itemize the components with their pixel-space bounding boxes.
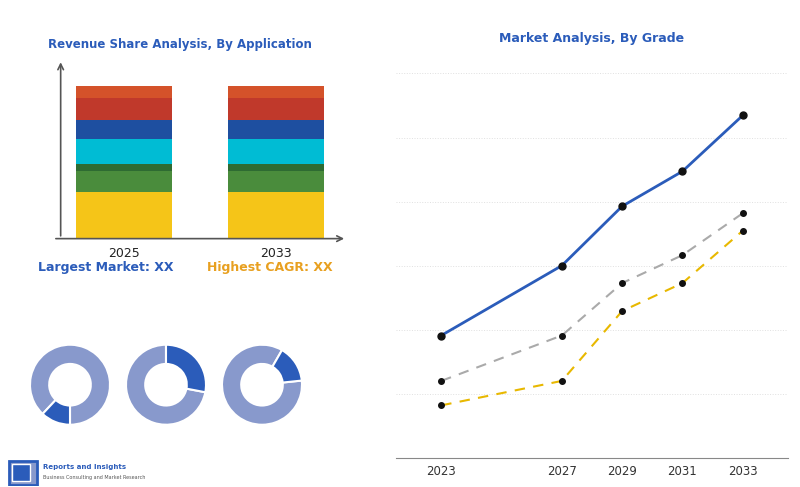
Text: GLOBAL CARBONYL NICKEL POWDER MARKET SEGMENT ANALYSIS: GLOBAL CARBONYL NICKEL POWDER MARKET SEG… xyxy=(14,16,531,30)
Bar xyxy=(76,164,172,171)
Bar xyxy=(228,120,324,139)
Wedge shape xyxy=(222,345,302,425)
FancyBboxPatch shape xyxy=(13,464,30,481)
Bar xyxy=(228,86,324,98)
Wedge shape xyxy=(166,345,206,392)
Text: Business Consulting and Market Research: Business Consulting and Market Research xyxy=(43,475,146,481)
Bar xyxy=(76,171,172,192)
Wedge shape xyxy=(126,345,206,425)
Bar xyxy=(76,139,172,164)
Text: Largest Market: XX: Largest Market: XX xyxy=(38,262,174,274)
Bar xyxy=(228,139,324,164)
Wedge shape xyxy=(30,345,110,425)
FancyBboxPatch shape xyxy=(9,461,37,485)
Text: Revenue Share Analysis, By Application: Revenue Share Analysis, By Application xyxy=(48,37,312,51)
Wedge shape xyxy=(272,350,302,383)
Bar xyxy=(228,171,324,192)
Title: Market Analysis, By Grade: Market Analysis, By Grade xyxy=(499,32,685,45)
Bar xyxy=(76,98,172,120)
Bar xyxy=(228,164,324,171)
Text: Reports and Insights: Reports and Insights xyxy=(43,464,126,470)
Bar xyxy=(76,86,172,98)
Bar xyxy=(76,192,172,239)
Text: Highest CAGR: XX: Highest CAGR: XX xyxy=(207,262,333,274)
Bar xyxy=(228,192,324,239)
Wedge shape xyxy=(42,400,70,425)
Bar xyxy=(228,98,324,120)
Bar xyxy=(76,120,172,139)
